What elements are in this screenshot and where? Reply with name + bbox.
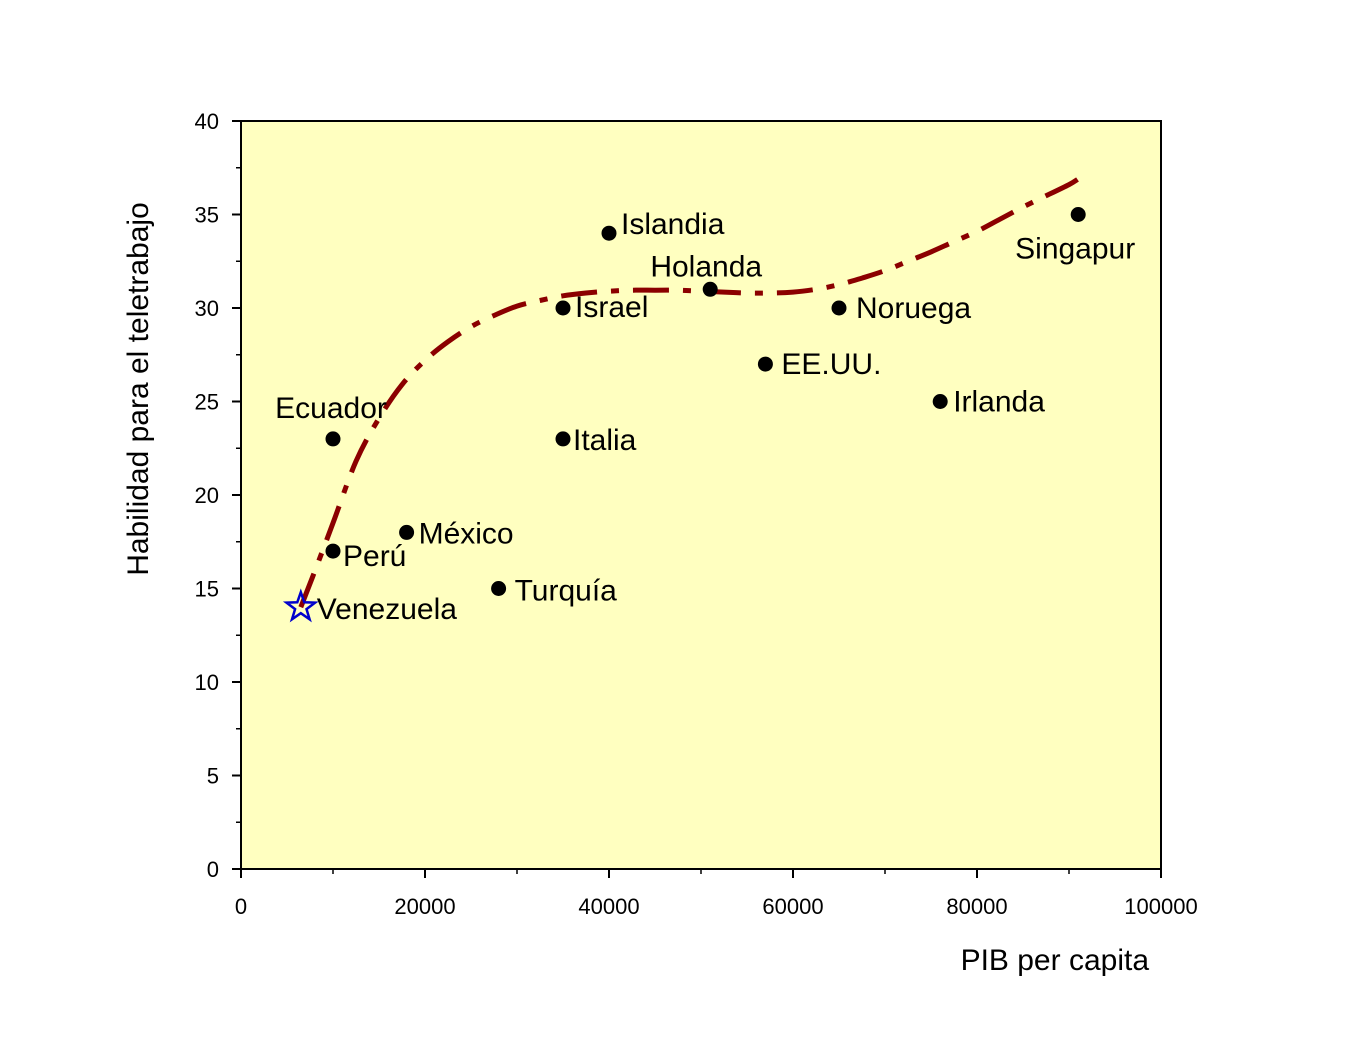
y-tick-label: 30 [195,296,219,321]
y-tick-label: 15 [195,577,219,602]
y-tick-label: 0 [207,857,219,882]
point-mexico [399,524,415,540]
label-venezuela: Venezuela [317,593,457,626]
axis-ticks: 0 20000 40000 60000 80000 100000 0 5 10 15 20 25 30 3… [195,109,1198,919]
point-italia [555,431,571,447]
x-tick-label: 80000 [946,894,1007,919]
x-tick-label: 0 [235,894,247,919]
point-singapur [1070,207,1086,222]
point-noruega [831,300,847,316]
point-turquia [491,581,507,596]
plot-frame [240,120,1162,870]
label-mexico: México [419,517,514,550]
y-tick-label: 5 [207,764,219,789]
y-tick-label: 40 [195,109,219,134]
label-peru: Perú [343,540,406,573]
x-tick-label: 20000 [394,894,455,919]
trend-line [298,176,1080,609]
x-tick-label: 60000 [762,894,823,919]
trend-line-group [298,176,1080,609]
point-holanda [702,281,718,297]
y-tick-label: 35 [195,203,219,228]
label-holanda: Holanda [650,250,762,283]
x-tick-label: 40000 [578,894,639,919]
x-axis-title: PIB per capita [961,944,1150,977]
point-peru [325,543,341,559]
label-noruega: Noruega [856,292,971,325]
label-ee-uu: EE.UU. [781,348,881,381]
point-venezuela [282,588,319,623]
label-israel: Israel [575,291,648,324]
y-axis-title: Habilidad para el teletrabajo [122,202,155,576]
y-tick-label: 25 [195,390,219,415]
label-ecuador: Ecuador [275,392,387,425]
point-islandia [601,225,617,241]
point-israel [555,300,571,316]
label-singapur: Singapur [1015,233,1135,266]
label-turquia: Turquía [515,575,618,608]
label-italia: Italia [573,424,637,457]
point-ecuador [325,431,341,447]
x-tick-label: 100000 [1124,894,1197,919]
y-tick-label: 10 [195,670,219,695]
point-ee-uu [757,356,773,372]
label-irlanda: Irlanda [953,386,1045,419]
label-islandia: Islandia [621,208,725,241]
y-tick-label: 20 [195,483,219,508]
data-points [282,207,1086,623]
point-irlanda [932,394,948,409]
plot-area [241,121,1161,869]
